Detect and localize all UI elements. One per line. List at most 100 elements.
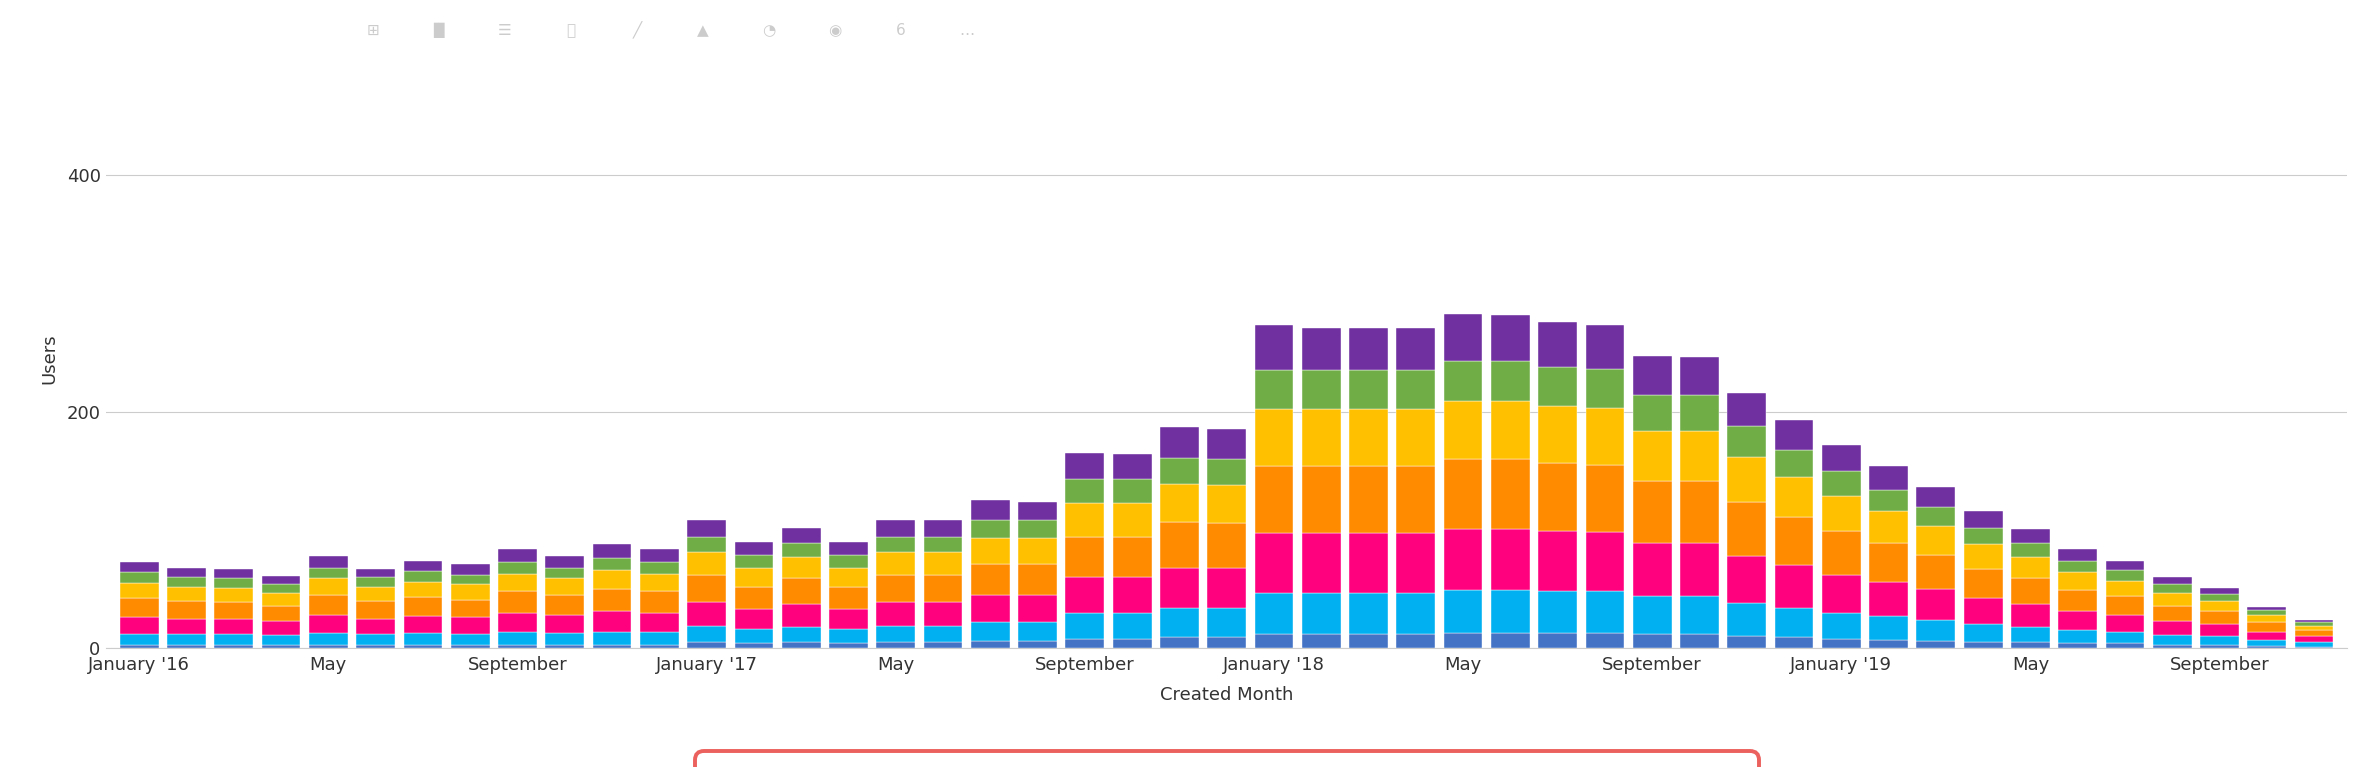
Text: ⦿: ⦿ <box>566 23 576 38</box>
Bar <box>1632 543 1673 596</box>
Bar <box>2154 644 2192 648</box>
Bar <box>1680 395 1720 430</box>
Bar <box>686 552 727 574</box>
Bar <box>2295 626 2333 630</box>
Bar <box>1349 370 1387 410</box>
Bar <box>686 574 727 602</box>
Bar <box>781 627 821 642</box>
Bar <box>1444 314 1481 361</box>
Bar <box>1302 466 1340 534</box>
Bar <box>2154 584 2192 593</box>
Bar <box>2107 615 2144 631</box>
Bar <box>1066 639 1104 648</box>
Bar <box>781 642 821 648</box>
Bar <box>1538 463 1578 531</box>
Bar <box>972 500 1010 521</box>
Bar <box>2107 596 2144 615</box>
Bar <box>828 629 868 644</box>
Bar <box>167 634 205 644</box>
Bar <box>1868 616 1908 640</box>
Bar <box>403 582 441 597</box>
Bar <box>498 644 538 648</box>
Text: ☰: ☰ <box>498 23 512 38</box>
Bar <box>639 591 679 613</box>
Bar <box>1491 591 1529 633</box>
Bar <box>120 583 158 598</box>
Bar <box>2154 621 2192 635</box>
Bar <box>262 621 300 635</box>
Bar <box>167 618 205 634</box>
Bar <box>403 561 441 571</box>
Bar <box>1963 544 2003 569</box>
Bar <box>1868 640 1908 648</box>
Bar <box>262 606 300 621</box>
Text: ◔: ◔ <box>762 23 776 38</box>
Bar <box>1019 502 1057 521</box>
Bar <box>1868 466 1908 490</box>
Bar <box>1538 531 1578 591</box>
Bar <box>2059 572 2097 591</box>
Y-axis label: Users: Users <box>40 333 59 384</box>
Bar <box>925 602 962 626</box>
Bar <box>972 565 1010 595</box>
Bar <box>686 602 727 626</box>
Bar <box>1444 361 1481 401</box>
Bar <box>545 595 585 615</box>
Bar <box>167 578 205 587</box>
Bar <box>498 631 538 644</box>
Text: ⚙  Edit: ⚙ Edit <box>2222 21 2279 39</box>
Bar <box>2201 601 2239 611</box>
Bar <box>1680 430 1720 482</box>
Bar <box>1868 490 1908 511</box>
Bar <box>1821 613 1861 639</box>
Bar <box>2010 528 2050 543</box>
Bar <box>734 609 774 629</box>
Bar <box>1632 482 1673 543</box>
Bar <box>1397 410 1434 466</box>
Bar <box>2295 642 2333 647</box>
Bar <box>2201 611 2239 624</box>
Bar <box>2107 631 2144 644</box>
Bar <box>451 644 491 648</box>
Bar <box>1019 595 1057 622</box>
Bar <box>972 538 1010 565</box>
Bar <box>215 634 252 644</box>
Bar <box>2201 624 2239 637</box>
Bar <box>875 602 915 626</box>
Bar <box>1963 624 2003 642</box>
Bar <box>1680 634 1720 648</box>
Bar <box>1632 430 1673 482</box>
Bar <box>1632 634 1673 648</box>
Bar <box>925 574 962 602</box>
Bar <box>1397 466 1434 534</box>
Bar <box>1019 622 1057 641</box>
Bar <box>2201 637 2239 644</box>
Text: ▼  Visualization: ▼ Visualization <box>19 21 170 40</box>
Bar <box>972 595 1010 622</box>
Bar <box>639 644 679 648</box>
Bar <box>120 617 158 634</box>
Bar <box>1113 537 1151 578</box>
Bar <box>1066 453 1104 479</box>
Bar <box>1349 466 1387 534</box>
Bar <box>2059 611 2097 630</box>
Bar <box>215 602 252 618</box>
Bar <box>1632 356 1673 395</box>
Bar <box>1963 642 2003 648</box>
Bar <box>1066 613 1104 639</box>
Bar <box>1161 608 1198 637</box>
Bar <box>1255 466 1293 534</box>
Bar <box>1680 543 1720 596</box>
Bar <box>1727 393 1767 426</box>
Bar <box>686 537 727 552</box>
Bar <box>2154 593 2192 606</box>
Bar <box>2010 578 2050 604</box>
Bar <box>1868 582 1908 616</box>
Bar <box>1821 531 1861 574</box>
Bar <box>1302 410 1340 466</box>
Bar <box>1255 634 1293 648</box>
Bar <box>1113 479 1151 502</box>
Bar <box>403 616 441 633</box>
Text: ⊞: ⊞ <box>366 23 380 38</box>
Bar <box>2010 642 2050 648</box>
